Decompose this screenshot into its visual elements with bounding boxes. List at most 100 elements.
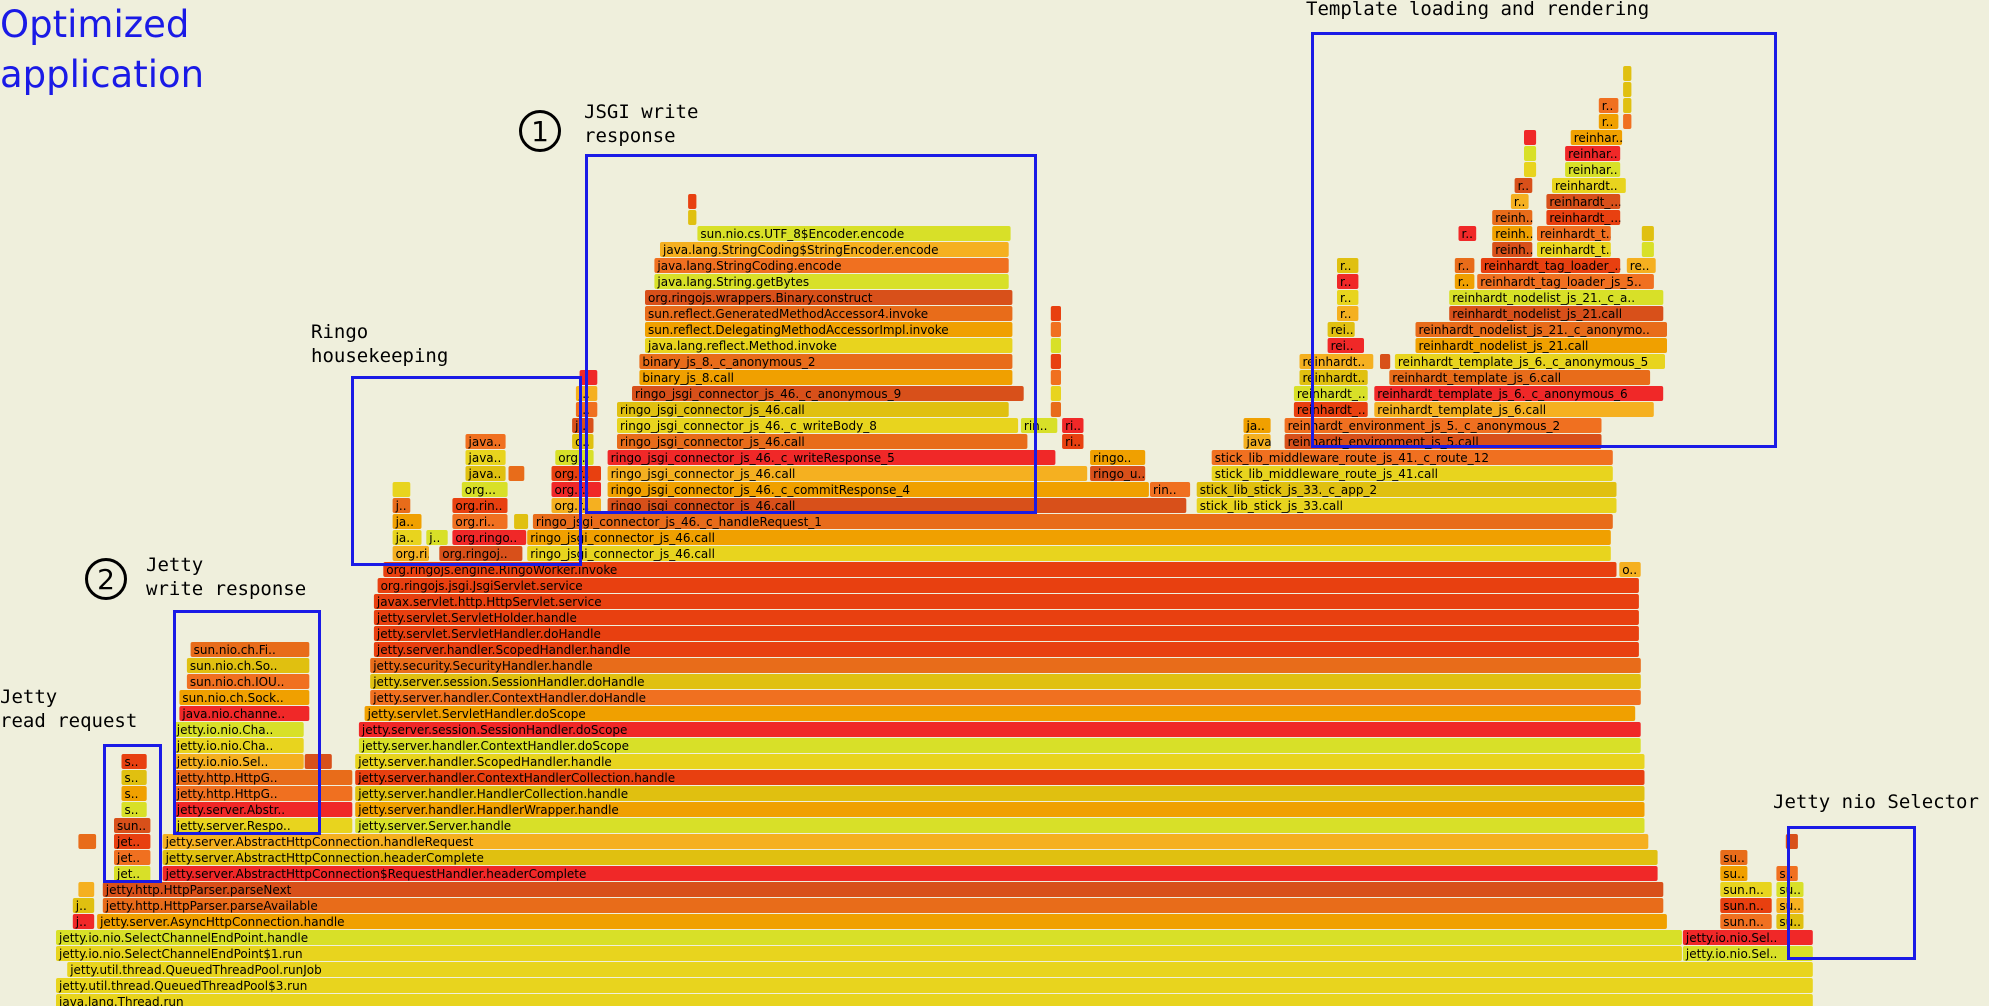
flame-frame[interactable]: ringo_jsgi_connector_js_46.call	[607, 498, 1187, 513]
flame-frame[interactable]: jetty.server.session.SessionHandler.doHa…	[370, 674, 1641, 689]
flame-frame[interactable]: ringo_jsgi_connector_js_46.call	[617, 402, 1009, 417]
flame-frame[interactable]: sun.n..	[1720, 914, 1772, 929]
flame-frame[interactable]	[1050, 338, 1061, 353]
flame-frame[interactable]: reinhardt_tag_loader_js_5..	[1477, 274, 1654, 289]
flame-frame[interactable]: su..	[1720, 866, 1748, 881]
flame-frame[interactable]: stick_lib_middleware_route_js_41._c_rout…	[1211, 450, 1613, 465]
flame-frame[interactable]: s..	[121, 802, 147, 817]
flame-frame[interactable]: s..	[121, 770, 147, 785]
flame-frame[interactable]: jetty.io.nio.Cha..	[173, 722, 304, 737]
flame-frame[interactable]: r..	[1454, 274, 1475, 289]
flame-frame[interactable]: s..	[121, 786, 147, 801]
flame-frame[interactable]: r..	[1598, 114, 1619, 129]
flame-frame[interactable]: r..	[1510, 194, 1529, 209]
flame-frame[interactable]	[1050, 386, 1061, 401]
flame-frame[interactable]: ja..	[392, 530, 422, 545]
flame-frame[interactable]: org...	[461, 482, 508, 497]
flame-frame[interactable]: reinhar..	[1565, 162, 1621, 177]
flame-frame[interactable]: jet..	[114, 850, 151, 865]
flame-frame[interactable]: jetty.servlet.ServletHandler.doScope	[364, 706, 1636, 721]
flame-frame[interactable]: reinhardt..	[1552, 178, 1626, 193]
flame-frame[interactable]	[392, 482, 411, 497]
flame-frame[interactable]: stick_lib_stick_js_33.call	[1196, 498, 1617, 513]
flame-frame[interactable]: reinhardt_t..	[1537, 242, 1613, 257]
flame-frame[interactable]: reinhardt_tag_loader_...	[1480, 258, 1626, 273]
flame-frame[interactable]: j..	[392, 498, 411, 513]
flame-frame[interactable]: j..	[426, 530, 448, 545]
flame-frame[interactable]: jetty.http.HttpParser.parseAvailable	[102, 898, 1664, 913]
flame-frame[interactable]: jetty.servlet.ServletHolder.handle	[373, 610, 1639, 625]
flame-frame[interactable]: r..	[1454, 258, 1475, 273]
flame-frame[interactable]: ringo_jsgi_connector_js_46._c_handleRequ…	[532, 514, 1613, 529]
flame-frame[interactable]: r..	[1598, 98, 1619, 113]
flame-frame[interactable]: reinh..	[1492, 242, 1533, 257]
flame-frame[interactable]: j..	[72, 914, 95, 929]
flame-frame[interactable]: rei..	[1327, 338, 1364, 353]
flame-frame[interactable]	[1641, 242, 1654, 257]
flame-frame[interactable]: sun.reflect.DelegatingMethodAccessorImpl…	[645, 322, 1013, 337]
flame-frame[interactable]: jetty.io.nio.Sel..	[173, 754, 304, 769]
flame-frame[interactable]: jetty.http.HttpParser.parseNext	[102, 882, 1664, 897]
flame-frame[interactable]: org.ri..	[452, 514, 508, 529]
flame-frame[interactable]: jetty.io.nio.SelectChannelEndPoint.handl…	[56, 930, 1682, 945]
flame-frame[interactable]: jetty.http.HttpG..	[173, 770, 353, 785]
flame-frame[interactable]	[688, 194, 697, 209]
flame-frame[interactable]: r..	[1337, 258, 1359, 273]
flame-frame[interactable]	[1050, 354, 1061, 369]
flame-frame[interactable]: r..	[1514, 178, 1533, 193]
flame-frame[interactable]	[1623, 66, 1632, 81]
flame-frame[interactable]: jetty.server.AbstractHttpConnection$Requ…	[162, 866, 1658, 881]
flame-frame[interactable]: jetty.servlet.ServletHandler.doHandle	[373, 626, 1639, 641]
flame-frame[interactable]	[579, 370, 598, 385]
flame-frame[interactable]: o..	[1619, 562, 1641, 577]
flame-frame[interactable]: reinhardt_environment_js_5._c_anonymous_…	[1284, 418, 1602, 433]
flame-frame[interactable]: sun.nio.ch.IOU..	[186, 674, 310, 689]
flame-frame[interactable]: org.ringojs.engine.RingoWorker.invoke	[383, 562, 1617, 577]
flame-frame[interactable]: r..	[1337, 306, 1359, 321]
flame-frame[interactable]: reinhardt_nodelist_js_21._c_a..	[1449, 290, 1664, 305]
flame-frame[interactable]: jetty.server.AbstractHttpConnection.head…	[162, 850, 1658, 865]
flame-frame[interactable]: re..	[1626, 258, 1656, 273]
flame-frame[interactable]: reinhardt_...	[1546, 194, 1621, 209]
flame-frame[interactable]: sun.nio.ch.So..	[186, 658, 310, 673]
flame-frame[interactable]: rei..	[1327, 322, 1355, 337]
flame-frame[interactable]: ringo_jsgi_connector_js_46._c_anonymous_…	[632, 386, 1024, 401]
flame-frame[interactable]: sun.n..	[1720, 882, 1772, 897]
flame-frame[interactable]	[1050, 306, 1061, 321]
flame-frame[interactable]: jetty.io.nio.SelectChannelEndPoint$1.run	[56, 946, 1682, 961]
flame-frame[interactable]: reinhardt..	[1299, 354, 1374, 369]
flame-frame[interactable]: jetty.io.nio.Sel..	[1682, 946, 1813, 961]
flame-frame[interactable]: jetty.server.handler.ContextHandler.doHa…	[370, 690, 1641, 705]
flame-frame[interactable]: jetty.io.nio.Cha..	[173, 738, 304, 753]
flame-frame[interactable]: ringo_jsgi_connector_js_46._c_writeRespo…	[607, 450, 1056, 465]
flame-frame[interactable]	[1524, 130, 1537, 145]
flame-frame[interactable]: org.ringojs.jsgi.JsgiServlet.service	[377, 578, 1639, 593]
flame-frame[interactable]: org.ringojs.wrappers.Binary.construct	[645, 290, 1013, 305]
flame-frame[interactable]	[1050, 402, 1061, 417]
flame-frame[interactable]: jetty.util.thread.QueuedThreadPool$3.run	[56, 978, 1813, 993]
flame-frame[interactable]: ringo..	[1090, 450, 1146, 465]
flame-frame[interactable]: jetty.server.handler.ContextHandlerColle…	[355, 770, 1645, 785]
flame-frame[interactable]: org.rin..	[452, 498, 508, 513]
flame-frame[interactable]: jet..	[114, 834, 151, 849]
flame-frame[interactable]	[514, 514, 529, 529]
flame-frame[interactable]: reinhardt_...	[1546, 210, 1621, 225]
flame-frame[interactable]: stick_lib_stick_js_33._c_app_2	[1196, 482, 1617, 497]
flame-frame[interactable]	[1623, 82, 1632, 97]
flame-frame[interactable]: r..	[1337, 274, 1359, 289]
flame-frame[interactable]: reinhardt_template_js_6.call	[1389, 370, 1651, 385]
flame-frame[interactable]: reinhardt_template_js_6._c_anonymous_6	[1374, 386, 1664, 401]
flame-frame[interactable]: jetty.io.nio.Sel..	[1682, 930, 1813, 945]
flame-frame[interactable]	[78, 882, 95, 897]
flame-frame[interactable]: binary_js_8.call	[639, 370, 1013, 385]
flame-frame[interactable]: rin..	[1150, 482, 1191, 497]
flame-frame[interactable]	[1641, 226, 1654, 241]
flame-frame[interactable]	[688, 210, 697, 225]
flame-frame[interactable]: ringo_jsgi_connector_js_46._c_writeBody_…	[617, 418, 1019, 433]
flame-frame[interactable]: reinhardt_t..	[1537, 226, 1613, 241]
flame-frame[interactable]: org.ri..	[392, 546, 435, 561]
flame-frame[interactable]: jetty.security.SecurityHandler.handle	[370, 658, 1641, 673]
flame-frame[interactable]: ri..	[1062, 434, 1084, 449]
flame-frame[interactable]: jetty.server.handler.ScopedHandler.handl…	[373, 642, 1639, 657]
flame-frame[interactable]: stick_lib_middleware_route_js_41.call	[1211, 466, 1613, 481]
